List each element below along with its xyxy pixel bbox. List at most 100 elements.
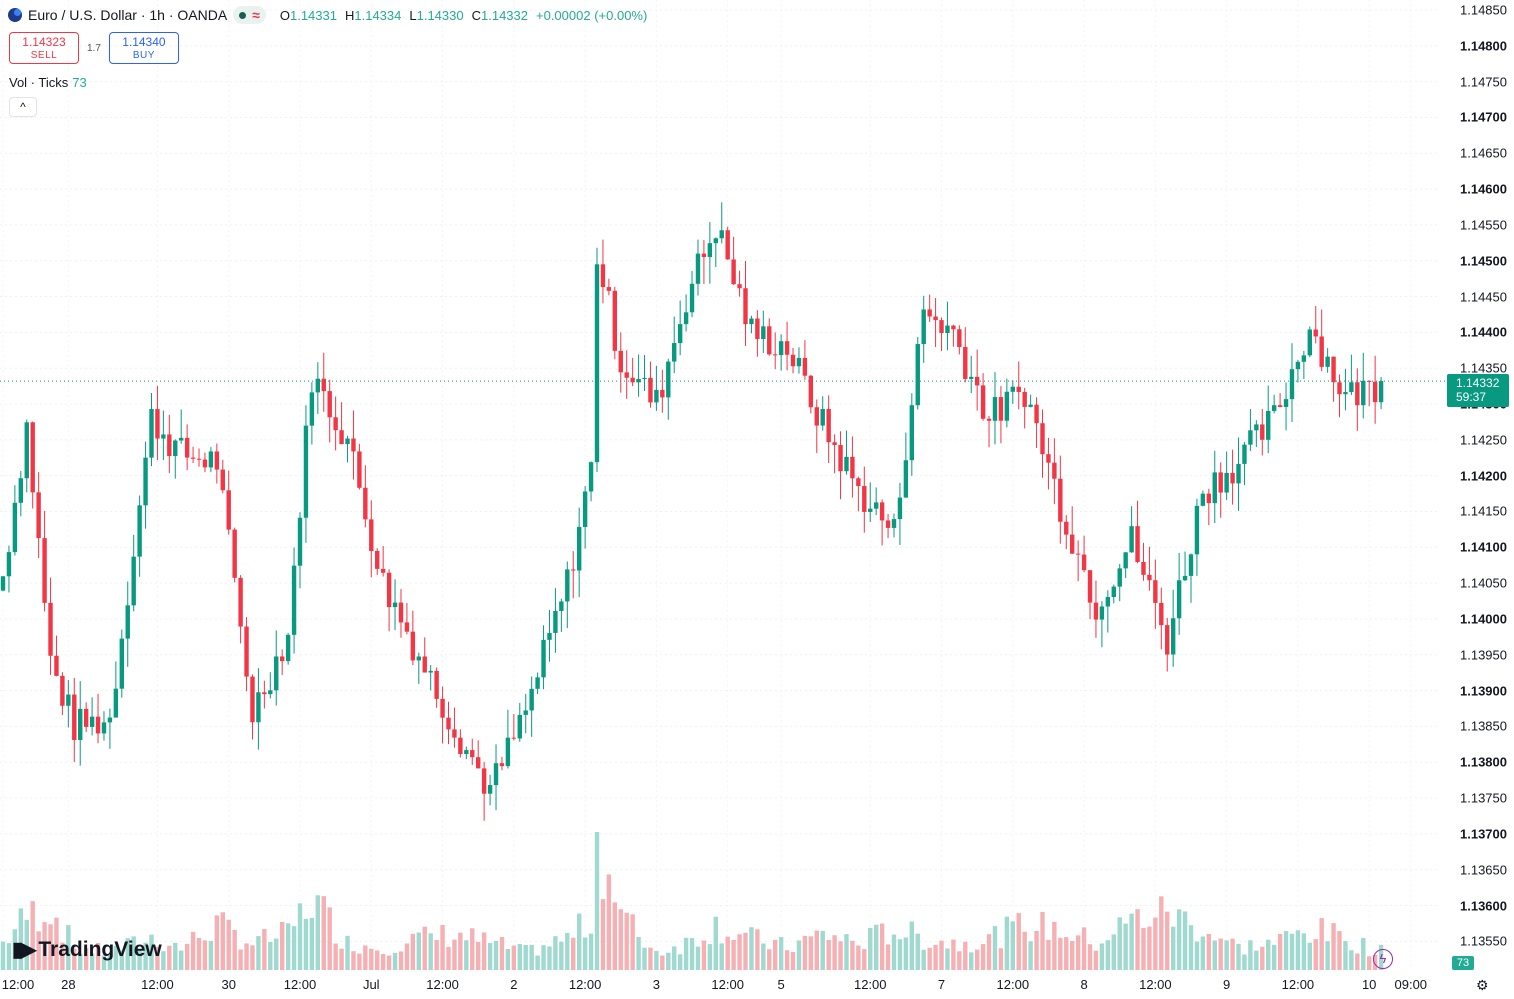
close-label: C	[471, 7, 481, 23]
volume-badge: 73	[1452, 956, 1474, 970]
volume-bar	[422, 926, 427, 970]
lightning-icon[interactable]: ϟ	[1373, 949, 1393, 969]
candle-body	[357, 451, 362, 488]
candle-body	[1123, 552, 1128, 569]
volume-bar	[1301, 933, 1307, 970]
time-tick-label: 5	[777, 977, 785, 992]
volume-bar	[1016, 913, 1021, 970]
candle-body	[1295, 361, 1301, 370]
candle-body	[850, 456, 855, 479]
volume-bar	[1337, 931, 1342, 970]
candle-body	[612, 290, 618, 351]
candle-body	[1117, 568, 1122, 587]
volume-legend[interactable]: Vol · Ticks 73	[9, 75, 87, 90]
candle-body	[1081, 554, 1087, 571]
volume-bar	[1081, 927, 1087, 970]
volume-bar	[173, 942, 178, 970]
candle-body	[78, 708, 83, 740]
volume-bar	[654, 951, 659, 970]
candle-body	[648, 377, 653, 403]
volume-bar	[1319, 918, 1324, 970]
volume-bar	[48, 924, 53, 970]
volume-bar	[909, 921, 915, 970]
candle-body	[1147, 574, 1152, 581]
time-tick-label: 12:00	[426, 977, 459, 992]
candle-body	[95, 716, 101, 734]
time-tick-label: 12:00	[1, 977, 35, 992]
candle-body	[345, 438, 350, 445]
volume-bar	[802, 935, 808, 970]
volume-bar	[594, 832, 600, 970]
price-tick-label: 1.14100	[1460, 539, 1507, 555]
volume-label: Vol · Ticks	[9, 75, 69, 90]
volume-bar	[1266, 939, 1271, 970]
volume-bar	[6, 943, 12, 970]
candle-body	[559, 601, 564, 611]
volume-bar	[1170, 926, 1176, 970]
volume-bar	[1289, 933, 1295, 970]
candle-body	[1218, 472, 1223, 493]
volume-bar	[149, 934, 154, 970]
candle-body	[654, 389, 659, 403]
volume-bar	[1343, 941, 1348, 970]
candle-body	[476, 757, 481, 769]
candle-body	[428, 670, 433, 673]
volume-bar	[683, 937, 689, 970]
volume-bar	[125, 938, 130, 970]
volume-bar	[963, 941, 968, 970]
collapse-legend-button[interactable]: ^	[9, 97, 37, 117]
candle-body	[511, 737, 517, 739]
candle-body	[60, 675, 65, 706]
candle-body	[458, 737, 463, 754]
time-tick-label: 12:00	[1139, 977, 1172, 992]
gear-icon[interactable]: ⚙	[1476, 977, 1489, 993]
volume-bar	[778, 937, 784, 970]
volume-bar	[1165, 911, 1170, 970]
volume-bar	[796, 940, 802, 970]
volume-bar	[95, 942, 101, 970]
candle-body	[1028, 404, 1033, 407]
price-tick-label: 1.13600	[1460, 898, 1507, 913]
candle-body	[873, 502, 879, 509]
candle-body	[808, 375, 814, 408]
candle-body	[36, 492, 41, 539]
open-value: 1.14331	[289, 7, 337, 23]
candle-body	[945, 325, 950, 333]
sell-button[interactable]: 1.14323 SELL	[9, 32, 79, 64]
candle-body	[571, 569, 576, 571]
market-status-pill[interactable]: ≈	[233, 6, 266, 24]
candle-body	[173, 440, 178, 457]
volume-bar	[559, 941, 564, 970]
volume-bar	[582, 937, 588, 970]
volume-bar	[862, 949, 867, 970]
candle-body	[202, 459, 208, 468]
brand-name: TradingView	[38, 937, 162, 961]
price-tick-label: 1.14350	[1460, 360, 1507, 376]
volume-bar	[131, 936, 136, 970]
volume-bar	[1087, 944, 1093, 970]
euro-flag-icon	[8, 8, 22, 22]
candle-body	[1058, 478, 1063, 522]
price-tick-label: 1.14150	[1460, 503, 1507, 519]
volume-bar	[428, 933, 433, 970]
candle-body	[1372, 381, 1378, 403]
candle-body	[1224, 472, 1229, 493]
candle-body	[885, 520, 891, 528]
volume-bar	[1070, 941, 1075, 970]
candle-body	[992, 397, 998, 421]
candle-body	[113, 688, 119, 718]
tradingview-logo[interactable]: ▮▶ TradingView	[12, 937, 162, 962]
volume-bar	[1040, 911, 1045, 970]
high-label: H	[344, 7, 355, 23]
volume-bar	[535, 955, 540, 970]
candle-body	[588, 462, 594, 492]
volume-bar	[951, 939, 956, 970]
volume-bar	[89, 953, 95, 970]
time-tick-label: 09:00	[1394, 977, 1428, 992]
symbol-title[interactable]: Euro / U.S. Dollar · 1h · OANDA	[28, 7, 228, 23]
candle-body	[274, 656, 279, 691]
candle-body	[392, 602, 398, 608]
volume-bar	[974, 949, 980, 970]
buy-button[interactable]: 1.14340 BUY	[108, 32, 179, 64]
